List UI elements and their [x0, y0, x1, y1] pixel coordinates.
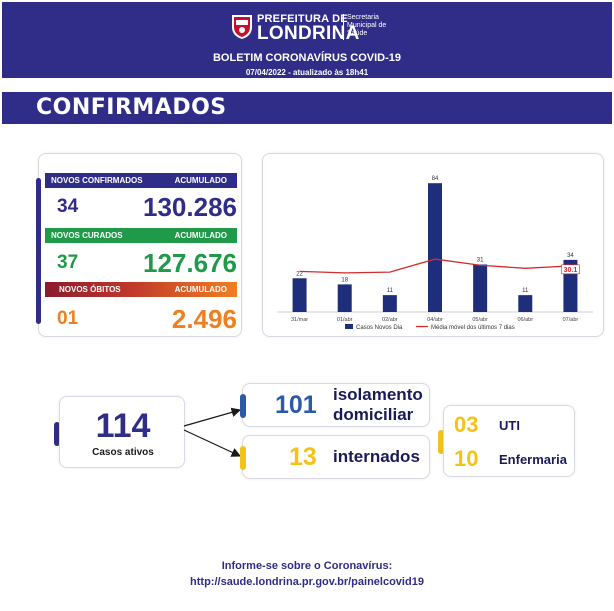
active-label: Casos ativos [92, 447, 154, 458]
legend-line-label: Média móvel dos últimos 7 dias [431, 325, 515, 331]
bar-data-label: 18 [341, 277, 348, 283]
section-title: CONFIRMADOS [36, 95, 227, 120]
city-crest-icon [232, 15, 252, 39]
recovered-header: NOVOS CURADOS ACUMULADO [45, 228, 237, 243]
x-tick-label: 07/abr [563, 317, 579, 323]
arrow-to-hospital [183, 429, 242, 457]
recovered-label: NOVOS CURADOS [51, 231, 123, 240]
hospitalized-accent-bar [240, 446, 246, 470]
confirmed-header: NOVOS CONFIRMADOS ACUMULADO [45, 173, 237, 188]
uti-value: 03 [454, 412, 479, 437]
home-label-line1: isolamento [333, 385, 423, 404]
home-label-line2: domiciliar [333, 405, 414, 424]
header-banner: PREFEITURA DE LONDRINA Secretaria Munici… [2, 2, 612, 78]
home-accent-bar [240, 394, 246, 418]
bar-data-label: 31 [477, 257, 484, 263]
moving-average-line [299, 258, 571, 274]
brand-sub-line: Saúde [347, 30, 368, 37]
bar [292, 278, 307, 312]
city-logo: PREFEITURA DE LONDRINA Secretaria Munici… [230, 11, 388, 45]
recovered-total: 127.676 [143, 248, 237, 278]
confirmed-acc-label: ACUMULADO [174, 176, 227, 185]
ward-label: Enfermaria [499, 452, 567, 467]
bulletin-title: BOLETIM CORONAVÍRUS COVID-19 [212, 52, 402, 64]
footer-url-link[interactable]: http://saude.londrina.pr.gov.br/painelco… [190, 576, 424, 588]
brand-divider [343, 14, 344, 40]
stats-card: NOVOS CONFIRMADOS ACUMULADO 34 130.286 N… [36, 153, 242, 337]
bar [428, 183, 442, 312]
confirmed-label: NOVOS CONFIRMADOS [51, 176, 143, 185]
bar-data-label: 84 [432, 176, 439, 182]
legend-bar-swatch [345, 324, 353, 329]
deaths-label: NOVOS ÓBITOS [59, 285, 121, 294]
brand-sub-line: Secretaria [347, 14, 379, 21]
deaths-new: 01 [57, 308, 79, 329]
hospitalized-card: 13 internados [240, 435, 430, 479]
bar-data-label: 34 [567, 253, 574, 259]
x-tick-label: 31/mar [291, 317, 308, 323]
active-count: 114 [95, 407, 151, 445]
legend-bar-label: Casos Novos Dia [356, 325, 403, 331]
deaths-total: 2.496 [171, 304, 237, 334]
bar-data-label: 11 [522, 288, 529, 294]
cases-chart: 22 31/mar 18 01/abr 11 02/abr 84 04/abr 31 05/abr… [277, 176, 593, 331]
arrow-to-home [183, 407, 242, 427]
section-banner: CONFIRMADOS [2, 92, 612, 124]
line-data-label: 30.1 [564, 267, 578, 274]
hospitalized-value: 13 [289, 443, 317, 471]
home-isolation-card: 101 isolamento domiciliar [240, 383, 430, 427]
bar [382, 295, 397, 312]
deaths-header: NOVOS ÓBITOS ACUMULADO [45, 282, 237, 297]
confirmed-total: 130.286 [143, 192, 237, 222]
update-dateline: 07/04/2022 - atualizado às 18h41 [245, 68, 369, 77]
x-tick-label: 04/abr [427, 317, 443, 323]
stats-accent-bar [36, 178, 41, 324]
deaths-acc-label: ACUMULADO [174, 285, 227, 294]
bar [337, 284, 352, 312]
ward-value: 10 [454, 446, 479, 471]
x-tick-label: 05/abr [472, 317, 488, 323]
x-tick-label: 06/abr [517, 317, 533, 323]
line-label-box [561, 264, 580, 275]
confirmed-new: 34 [57, 196, 79, 217]
uti-label: UTI [499, 418, 520, 433]
brand-sub-line: Municipal de [347, 22, 387, 29]
recovered-new: 37 [57, 252, 79, 273]
hospitalized-label: internados [333, 447, 420, 466]
x-tick-label: 02/abr [382, 317, 398, 323]
home-isolation-value: 101 [275, 391, 317, 419]
bar [473, 264, 488, 312]
hospital-split-bar [438, 430, 444, 454]
hospital-split-card: 03 UTI 10 Enfermaria [443, 405, 575, 477]
footer-info-text: Informe-se sobre o Coronavírus: [221, 560, 393, 572]
cases-chart-card: 22 31/mar 18 01/abr 11 02/abr 84 04/abr 31 05/abr… [262, 153, 604, 337]
active-cases-card: 114 Casos ativos [59, 396, 185, 468]
branch-arrows [183, 407, 242, 457]
home-isolation-label: isolamento domiciliar [333, 385, 423, 425]
brand-subtitle: Secretaria Municipal de Saúde [347, 14, 386, 38]
brand-top-text: PREFEITURA DE [257, 13, 348, 25]
bar-data-label: 11 [387, 288, 394, 294]
bar [518, 295, 533, 312]
x-tick-label: 01/abr [337, 317, 353, 323]
brand-main-text: LONDRINA [257, 23, 360, 44]
recovered-acc-label: ACUMULADO [174, 231, 227, 240]
bar-data-label: 22 [296, 271, 303, 277]
active-accent-bar [54, 422, 60, 446]
